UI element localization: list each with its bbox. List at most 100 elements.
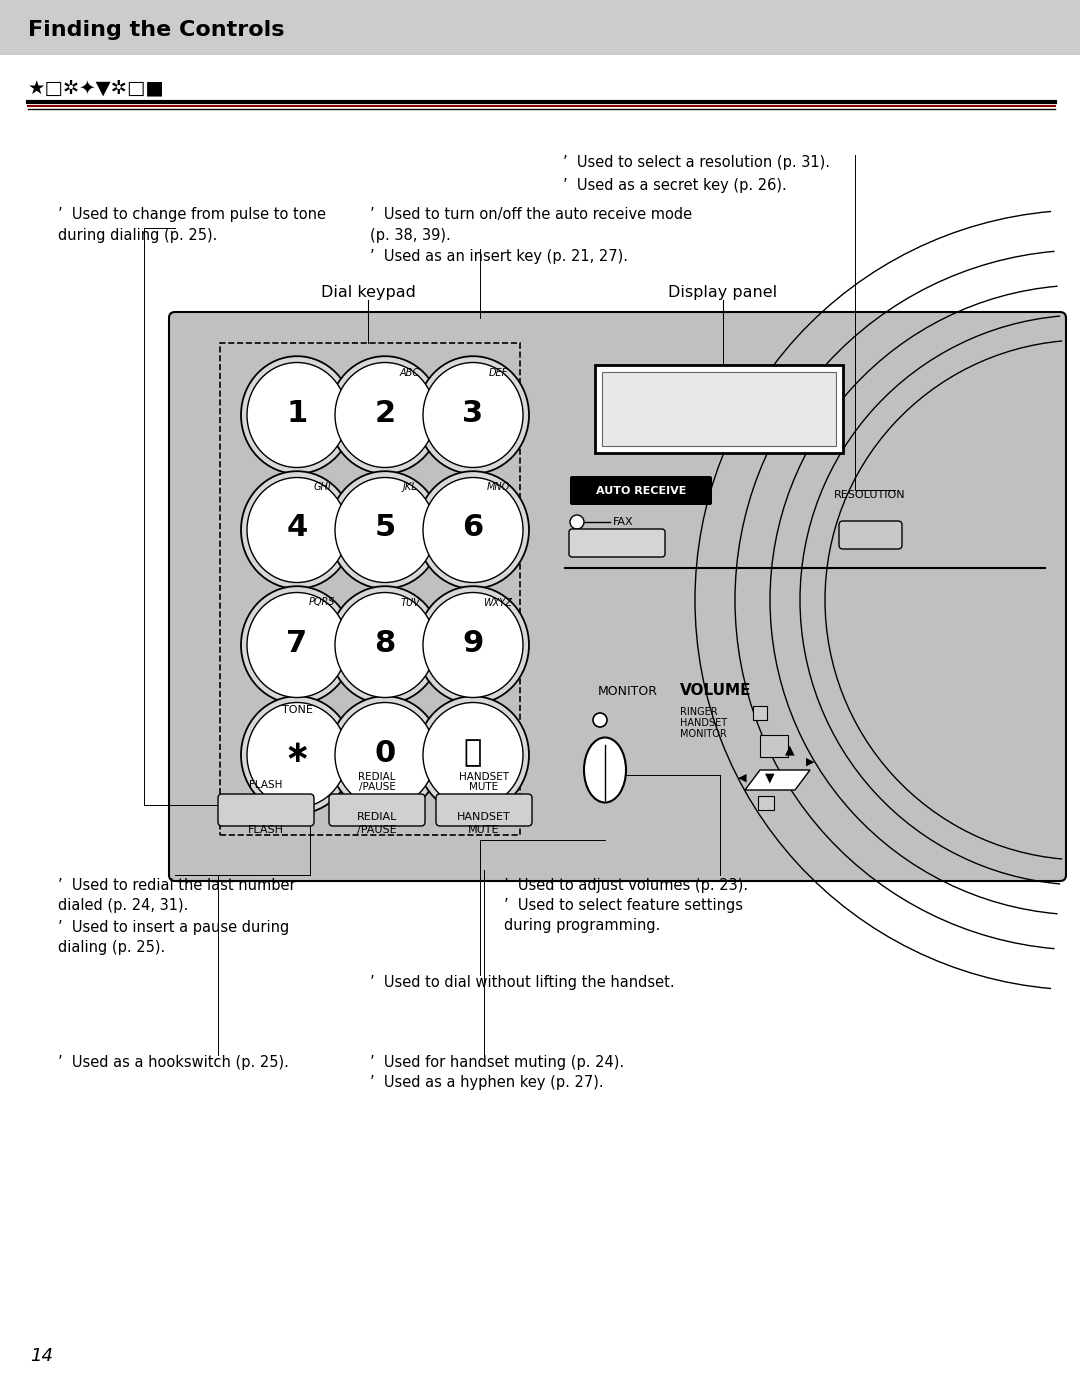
Text: REDIAL: REDIAL: [359, 773, 395, 782]
Text: 2: 2: [375, 398, 395, 427]
Text: ▼: ▼: [766, 771, 774, 785]
Text: 3: 3: [462, 398, 484, 427]
Ellipse shape: [423, 362, 523, 468]
Bar: [220, 344, 519, 835]
FancyBboxPatch shape: [569, 529, 665, 557]
Text: 7: 7: [286, 629, 308, 658]
Text: HANDSET: HANDSET: [457, 812, 511, 821]
Ellipse shape: [417, 356, 529, 474]
Ellipse shape: [335, 703, 435, 807]
Ellipse shape: [417, 696, 529, 814]
Text: GHI: GHI: [313, 482, 330, 493]
Text: ABC: ABC: [400, 367, 420, 377]
Text: HANDSET: HANDSET: [680, 718, 727, 728]
Text: PQRS: PQRS: [309, 598, 335, 608]
Text: ⌖: ⌖: [464, 739, 482, 767]
Ellipse shape: [417, 587, 529, 704]
Text: MONITOR: MONITOR: [598, 685, 658, 698]
Ellipse shape: [329, 356, 441, 474]
Ellipse shape: [329, 587, 441, 704]
FancyBboxPatch shape: [570, 476, 712, 504]
Text: AUTO RECEIVE: AUTO RECEIVE: [596, 486, 686, 496]
Text: ◀: ◀: [738, 773, 746, 782]
Text: VOLUME: VOLUME: [680, 683, 752, 698]
Ellipse shape: [241, 471, 353, 588]
Text: Dial keypad: Dial keypad: [321, 285, 416, 300]
Text: Display panel: Display panel: [669, 285, 778, 300]
Text: during dialing (p. 25).: during dialing (p. 25).: [58, 228, 217, 243]
Ellipse shape: [241, 587, 353, 704]
FancyBboxPatch shape: [436, 793, 532, 826]
Text: ’  Used as a hookswitch (p. 25).: ’ Used as a hookswitch (p. 25).: [58, 1055, 288, 1070]
Text: dialing (p. 25).: dialing (p. 25).: [58, 940, 165, 956]
Ellipse shape: [247, 592, 347, 697]
Text: 0: 0: [375, 739, 395, 767]
Text: ’  Used to select feature settings: ’ Used to select feature settings: [504, 898, 743, 914]
Bar: [760, 735, 788, 757]
Ellipse shape: [423, 703, 523, 807]
Text: ’  Used to adjust volumes (p. 23).: ’ Used to adjust volumes (p. 23).: [504, 877, 748, 893]
Ellipse shape: [423, 592, 523, 697]
Ellipse shape: [329, 471, 441, 588]
Bar: [0, 0, 1080, 54]
Text: ’  Used to turn on/off the auto receive mode: ’ Used to turn on/off the auto receive m…: [370, 207, 692, 222]
Text: 1: 1: [286, 398, 308, 427]
Text: FAX: FAX: [613, 517, 634, 527]
Ellipse shape: [335, 478, 435, 583]
Text: /PAUSE: /PAUSE: [359, 782, 395, 792]
Text: ★□✲✦▼✲□■: ★□✲✦▼✲□■: [28, 78, 165, 98]
Bar: [602, 372, 836, 446]
FancyBboxPatch shape: [218, 793, 314, 826]
Circle shape: [593, 712, 607, 726]
Bar: [753, 705, 767, 719]
Ellipse shape: [247, 703, 347, 807]
Text: TONE: TONE: [282, 705, 312, 715]
Text: ’  Used to insert a pause during: ’ Used to insert a pause during: [58, 921, 289, 935]
Ellipse shape: [241, 356, 353, 474]
Text: ’  Used as a hyphen key (p. 27).: ’ Used as a hyphen key (p. 27).: [370, 1076, 604, 1090]
Text: dialed (p. 24, 31).: dialed (p. 24, 31).: [58, 898, 188, 914]
Text: RINGER: RINGER: [680, 707, 717, 717]
Text: 8: 8: [375, 629, 395, 658]
Text: ’  Used to redial the last number: ’ Used to redial the last number: [58, 877, 296, 893]
Text: /PAUSE: /PAUSE: [357, 826, 396, 835]
Text: TUV: TUV: [400, 598, 420, 608]
Ellipse shape: [335, 362, 435, 468]
FancyBboxPatch shape: [839, 521, 902, 549]
Text: WXYZ: WXYZ: [484, 598, 512, 608]
Ellipse shape: [584, 738, 626, 802]
Text: 4: 4: [286, 514, 308, 542]
Polygon shape: [745, 770, 810, 789]
Text: MUTE: MUTE: [470, 782, 499, 792]
Ellipse shape: [247, 362, 347, 468]
Text: HANDSET: HANDSET: [459, 773, 509, 782]
Ellipse shape: [417, 471, 529, 588]
Text: ’  Used to change from pulse to tone: ’ Used to change from pulse to tone: [58, 207, 326, 222]
Text: ▶: ▶: [806, 757, 814, 767]
FancyBboxPatch shape: [168, 312, 1066, 882]
Text: REDIAL: REDIAL: [356, 812, 397, 821]
Text: FLASH: FLASH: [248, 826, 284, 835]
Text: ’  Used as an insert key (p. 21, 27).: ’ Used as an insert key (p. 21, 27).: [370, 249, 627, 264]
Text: MUTE: MUTE: [469, 826, 500, 835]
Text: (p. 38, 39).: (p. 38, 39).: [370, 228, 450, 243]
Text: ’  Used for handset muting (p. 24).: ’ Used for handset muting (p. 24).: [370, 1055, 624, 1070]
Text: 14: 14: [30, 1347, 53, 1365]
Ellipse shape: [247, 478, 347, 583]
Text: MNO: MNO: [486, 482, 510, 493]
Text: 5: 5: [375, 514, 395, 542]
Text: 6: 6: [462, 514, 484, 542]
FancyBboxPatch shape: [595, 365, 843, 453]
Text: JKL: JKL: [403, 482, 417, 493]
Text: DEF: DEF: [488, 367, 508, 377]
Ellipse shape: [423, 478, 523, 583]
Text: during programming.: during programming.: [504, 918, 660, 933]
Text: ’  Used to select a resolution (p. 31).: ’ Used to select a resolution (p. 31).: [563, 155, 831, 170]
Text: ’  Used as a secret key (p. 26).: ’ Used as a secret key (p. 26).: [563, 177, 786, 193]
Ellipse shape: [329, 696, 441, 814]
Text: RESOLUTION: RESOLUTION: [834, 490, 906, 500]
Circle shape: [570, 515, 584, 529]
Text: FLASH: FLASH: [249, 780, 283, 789]
Bar: [758, 796, 774, 810]
Ellipse shape: [335, 592, 435, 697]
